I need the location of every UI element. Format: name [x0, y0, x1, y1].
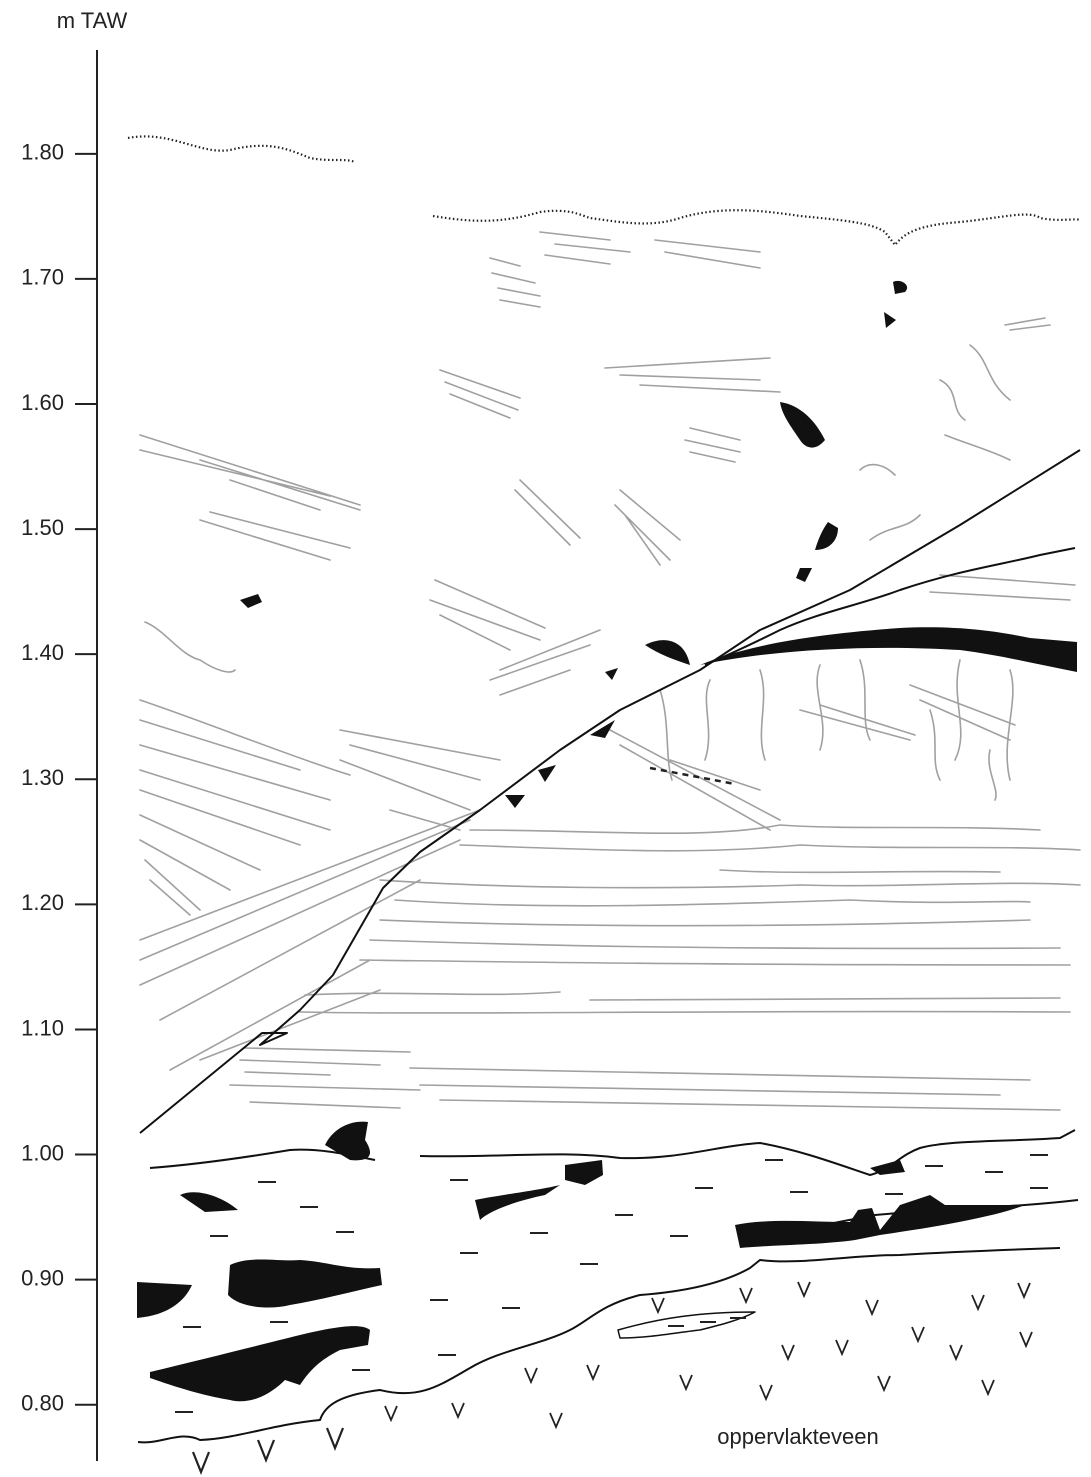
- tick-label: 1.10: [21, 1015, 64, 1040]
- clay-dashes: [175, 1154, 1048, 1413]
- fault-lines: [139, 449, 1081, 1134]
- tick-label: 1.30: [21, 765, 64, 790]
- black-lenses: [137, 280, 1077, 1402]
- tick-label: 0.90: [21, 1265, 64, 1290]
- tick-label: 1.80: [21, 140, 64, 165]
- axis-label: m TAW: [57, 8, 128, 33]
- tick-label: 0.80: [21, 1391, 64, 1416]
- tick-label: 1.50: [21, 515, 64, 540]
- tick-label: 1.00: [21, 1140, 64, 1165]
- tick-label: 1.60: [21, 390, 64, 415]
- annotation: oppervlakteveen: [717, 1424, 878, 1449]
- ticks: 1.80 1.70 1.60 1.50 1.40 1.30 1.20 1.10 1.00 0.90…: [21, 140, 97, 1416]
- tick-label: 1.70: [21, 265, 64, 290]
- peat-boundaries: [137, 1129, 1079, 1444]
- surface-lines: [127, 135, 1081, 247]
- tick-label: 1.20: [21, 890, 64, 915]
- peat-symbols: [191, 1281, 1033, 1475]
- tick-label: 1.40: [21, 640, 64, 665]
